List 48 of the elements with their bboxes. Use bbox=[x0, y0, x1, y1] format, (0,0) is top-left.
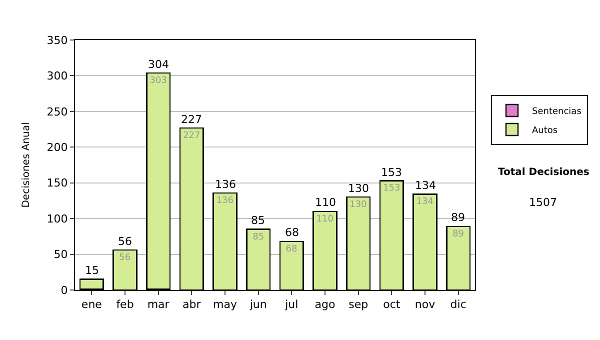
total-label: 136 bbox=[215, 178, 236, 191]
data-label: 130 bbox=[350, 200, 368, 210]
legend-label: Sentencias bbox=[532, 107, 582, 118]
total-label: 134 bbox=[415, 179, 436, 192]
total-label: 56 bbox=[118, 235, 132, 248]
x-tick-label: feb bbox=[116, 298, 134, 312]
x-tick-label: may bbox=[213, 298, 238, 312]
y-tick-label: 100 bbox=[46, 212, 68, 226]
data-label: 56 bbox=[119, 253, 131, 263]
x-tick-label: mar bbox=[147, 298, 170, 312]
total-label: 153 bbox=[381, 166, 402, 179]
x-tick-label: ago bbox=[314, 298, 336, 312]
total-label: 85 bbox=[251, 214, 265, 227]
x-tick-label: sep bbox=[348, 298, 368, 312]
x-tick-label: abr bbox=[182, 298, 202, 312]
data-label: 227 bbox=[183, 130, 200, 141]
data-label: 134 bbox=[416, 197, 434, 208]
x-tick-label: jun bbox=[248, 298, 267, 312]
total-label: 304 bbox=[148, 58, 169, 71]
x-tick-label: jul bbox=[284, 298, 298, 312]
total-label: 89 bbox=[451, 211, 465, 224]
text: Total Decisiones bbox=[498, 167, 590, 178]
total-label: 68 bbox=[285, 226, 299, 239]
legend-label: Autos bbox=[532, 126, 558, 136]
data-label: 85 bbox=[252, 232, 264, 242]
x-tick-label: oct bbox=[383, 298, 401, 312]
data-label: 89 bbox=[452, 229, 464, 240]
y-tick-label: 150 bbox=[46, 176, 68, 190]
data-label: 68 bbox=[286, 244, 298, 254]
y-tick-label: 0 bbox=[60, 284, 68, 297]
total-label: 227 bbox=[181, 113, 202, 126]
data-label: 303 bbox=[150, 76, 167, 86]
y-tick-label: 200 bbox=[46, 140, 68, 154]
x-tick-label: nov bbox=[414, 298, 436, 312]
total-label: 110 bbox=[315, 196, 336, 209]
x-tick-label: ene bbox=[81, 298, 102, 312]
total-label: 15 bbox=[85, 264, 99, 277]
data-label: 153 bbox=[383, 184, 400, 194]
x-tick-label: dic bbox=[450, 298, 466, 312]
y-tick-label: 300 bbox=[46, 70, 68, 83]
data-label: 110 bbox=[316, 214, 334, 224]
y-tick-label: 50 bbox=[54, 248, 68, 262]
y-tick-label: 350 bbox=[46, 34, 68, 47]
data-label: 136 bbox=[216, 196, 234, 206]
y-tick-label: 250 bbox=[46, 105, 68, 118]
y-axis-title: Decisiones Anual bbox=[20, 122, 32, 208]
total-label: 130 bbox=[348, 182, 369, 195]
text: 1507 bbox=[529, 196, 557, 209]
